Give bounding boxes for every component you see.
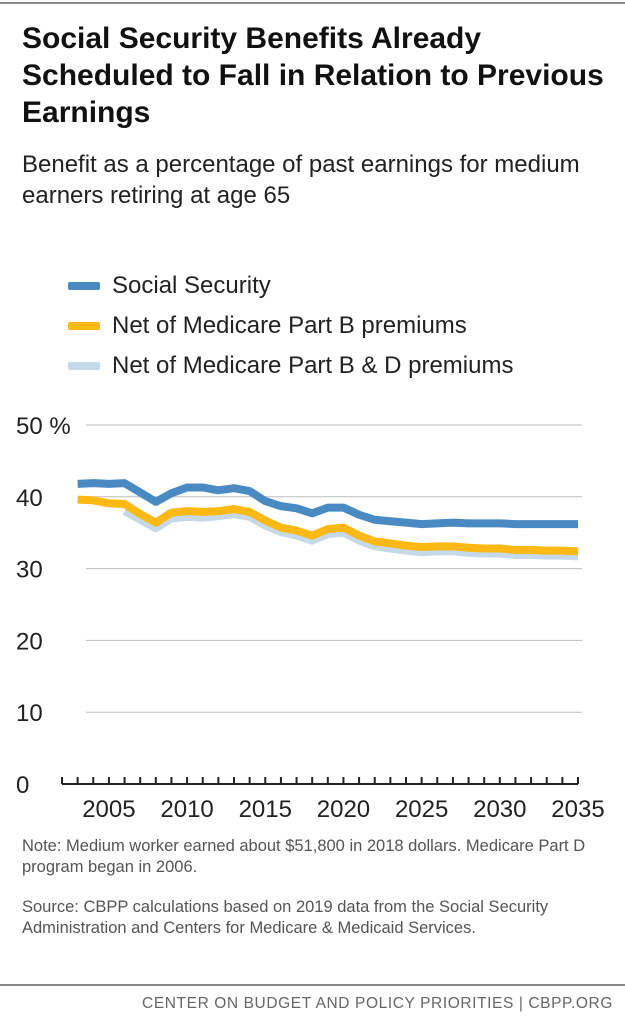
legend-swatch-social-security [68,282,100,290]
x-tick-label: 2015 [239,796,292,823]
legend-label: Net of Medicare Part B premiums [112,312,467,339]
chart-note: Note: Medium worker earned about $51,800… [22,837,586,876]
x-axis-labels: 2005 2010 2015 2020 2025 2030 2035 [82,796,604,823]
legend-label: Social Security [112,272,271,299]
top-rule [0,2,625,4]
y-tick-label: 30 [16,557,43,584]
legend-item-net-part-b-d: Net of Medicare Part B & D premiums [68,346,608,386]
x-tick-label: 2030 [473,796,526,823]
y-tick-label: 0 [16,772,29,799]
legend-label: Net of Medicare Part B & D premiums [112,352,514,379]
x-tick-label: 2005 [82,796,135,823]
legend-swatch-net-part-b [68,322,100,330]
y-axis-labels: 0 10 20 30 40 50 % [16,413,71,799]
chart-subtitle: Benefit as a percentage of past earnings… [22,151,580,209]
legend: Social Security Net of Medicare Part B p… [68,266,608,386]
series-lines [77,479,579,561]
y-tick-label: 20 [16,628,43,655]
x-tick-label: 2020 [317,796,370,823]
series-line-social-security [77,479,578,529]
footer-credit: CENTER ON BUDGET AND POLICY PRIORITIES |… [142,995,613,1012]
series-line-net-of-medicare-part-b-d-premiums [122,507,579,561]
gridlines [86,424,582,713]
legend-item-net-part-b: Net of Medicare Part B premiums [68,306,608,346]
chart-title: Social Security Benefits Already Schedul… [22,22,604,129]
x-axis [61,777,579,785]
chart-source: Source: CBPP calculations based on 2019 … [22,898,549,937]
legend-swatch-net-part-b-d [68,362,100,370]
x-tick-label: 2025 [395,796,448,823]
y-tick-label: 50 % [16,413,71,440]
y-tick-label: 40 [16,485,43,512]
series-line-net-of-medicare-part-b-premiums [77,495,579,556]
y-tick-label: 10 [16,700,43,727]
x-tick-label: 2010 [160,796,213,823]
x-tick-label: 2035 [551,796,604,823]
bottom-rule [0,984,625,986]
legend-item-social-security: Social Security [68,266,608,306]
